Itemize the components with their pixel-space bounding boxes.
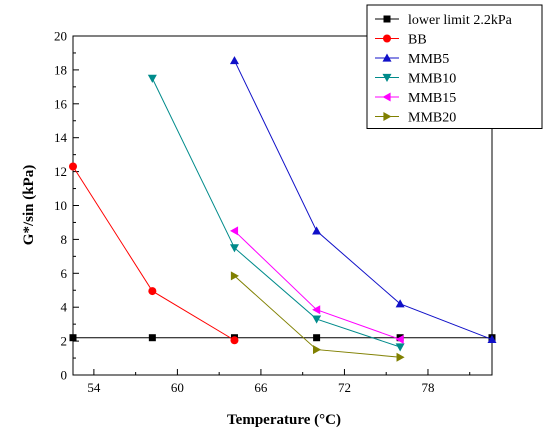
y-tick-label: 12: [54, 164, 67, 179]
legend-marker: [383, 34, 391, 43]
data-point: [229, 244, 239, 253]
data-point: [395, 334, 404, 344]
legend-label: MMB15: [408, 91, 456, 106]
legend-label: lower limit 2.2kPa: [408, 13, 513, 28]
data-point: [229, 56, 239, 65]
series-line: [151, 78, 401, 348]
data-point: [395, 343, 405, 352]
y-tick-label: 8: [61, 232, 68, 247]
y-tick-label: 2: [61, 334, 68, 349]
series-line: [234, 230, 401, 340]
series-line: [234, 60, 493, 340]
y-tick-label: 0: [61, 368, 68, 383]
data-point: [312, 315, 322, 324]
y-tick-label: 20: [54, 29, 67, 44]
data-point: [395, 299, 405, 308]
y-tick-label: 14: [54, 130, 68, 145]
series-bb: [69, 162, 239, 345]
legend-marker: [383, 15, 391, 23]
data-point: [313, 345, 322, 355]
x-tick-label: 66: [254, 380, 268, 395]
x-axis-title: Temperature (°C): [227, 412, 341, 428]
data-point: [69, 334, 77, 342]
legend-item: MMB20: [375, 111, 456, 126]
data-point: [69, 162, 77, 171]
series-mmb20: [230, 271, 405, 362]
legend-item: MMB5: [375, 52, 449, 67]
y-tick-label: 10: [54, 198, 67, 213]
legend-label: MMB10: [408, 72, 456, 87]
axis-ticks-group: 54 60 66 72 78 0 2 4 6 8 10 12 14 16 18 20: [54, 29, 471, 395]
y-tick-label: 4: [61, 300, 68, 315]
legend: lower limit 2.2kPa BB MMB5 MMB10 MMB15 MMB20: [366, 4, 543, 129]
x-tick-label: 72: [338, 380, 351, 395]
legend-item: MMB15: [375, 91, 456, 106]
data-point: [396, 352, 405, 362]
data-point: [230, 336, 239, 345]
y-tick-label: 18: [54, 62, 67, 77]
legend-item: lower limit 2.2kPa: [375, 13, 513, 28]
legend-item: MMB10: [375, 72, 456, 87]
legend-label: MMB20: [408, 111, 456, 126]
series-lower-limit-2-2kpa: [69, 334, 496, 342]
legend-item: BB: [375, 33, 427, 48]
series-layer: [69, 56, 497, 362]
legend-label: BB: [408, 33, 427, 48]
x-tick-label: 78: [421, 380, 434, 395]
series-mmb15: [229, 226, 404, 344]
series-line: [72, 166, 235, 341]
data-point: [312, 305, 321, 315]
data-point: [148, 334, 156, 342]
legend-marker: [382, 73, 392, 82]
data-point: [147, 74, 157, 83]
y-tick-label: 6: [61, 266, 68, 281]
x-tick-label: 54: [87, 380, 101, 395]
data-point: [487, 334, 497, 344]
y-axis-title: G*/sin (kPa): [21, 165, 37, 245]
legend-marker: [383, 112, 392, 121]
data-point: [230, 271, 239, 281]
y-tick-label: 16: [54, 96, 68, 111]
series-mmb5: [229, 56, 497, 344]
legend-marker: [382, 92, 391, 102]
legend-label: MMB5: [408, 52, 449, 67]
data-point: [312, 226, 322, 235]
legend-marker: [382, 53, 392, 62]
series-mmb10: [147, 74, 405, 352]
data-point: [148, 287, 157, 296]
legend-box: [366, 4, 543, 129]
data-point: [229, 226, 239, 236]
data-point: [313, 334, 321, 342]
x-tick-label: 60: [171, 380, 184, 395]
